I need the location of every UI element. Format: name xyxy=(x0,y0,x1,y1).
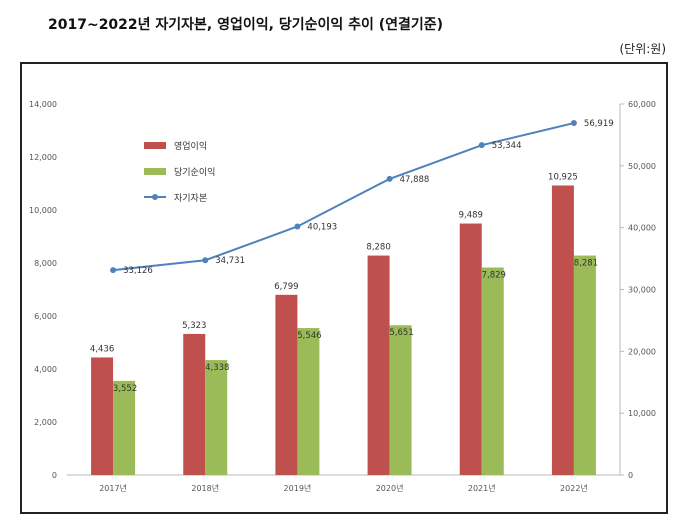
bar-operating-profit xyxy=(183,333,206,475)
right-tick-label: 0 xyxy=(628,471,633,480)
combo-chart: 0 2,000 4,000 6,000 8,000 10,000 12,000 14,000 0… xyxy=(29,100,656,493)
bar-net-income xyxy=(573,255,596,475)
x-tick-label: 2020년 xyxy=(376,483,404,493)
right-tick-label: 60,000 xyxy=(628,100,656,109)
point-equity xyxy=(110,267,117,274)
label-equity: 40,193 xyxy=(307,222,337,232)
bar-net-income xyxy=(297,328,320,475)
right-tick-label: 20,000 xyxy=(628,347,656,356)
x-tick-label: 2022년 xyxy=(560,483,588,493)
right-tick-label: 10,000 xyxy=(628,409,656,418)
label-operating-profit: 9,489 xyxy=(459,211,483,221)
page-title: 2017~2022년 자기자본, 영업이익, 당기순이익 추이 (연결기준) xyxy=(48,17,444,33)
left-tick-label: 8,000 xyxy=(34,259,57,268)
legend-swatch-net xyxy=(144,168,166,175)
left-tick-label: 12,000 xyxy=(29,153,57,162)
label-operating-profit: 8,280 xyxy=(366,243,390,253)
label-equity: 56,919 xyxy=(584,119,614,129)
left-tick-label: 4,000 xyxy=(34,365,57,374)
label-equity: 33,126 xyxy=(123,266,153,276)
label-equity: 53,344 xyxy=(492,141,522,151)
right-tick-label: 50,000 xyxy=(628,162,656,171)
label-net-income: 5,651 xyxy=(389,328,413,338)
bar-net-income xyxy=(481,267,504,475)
label-net-income: 3,552 xyxy=(113,384,137,394)
label-operating-profit: 10,925 xyxy=(548,172,578,182)
legend-label-net: 당기순이익 xyxy=(174,166,215,178)
line-equity xyxy=(112,122,575,272)
bar-operating-profit xyxy=(367,255,390,475)
label-equity: 47,888 xyxy=(400,175,430,185)
x-tick-label: 2017년 xyxy=(99,483,127,493)
left-tick-label: 6,000 xyxy=(34,312,57,321)
right-tick-label: 40,000 xyxy=(628,224,656,233)
x-tick-label: 2021년 xyxy=(468,483,496,493)
left-tick-label: 10,000 xyxy=(29,206,57,215)
bar-net-income xyxy=(389,325,412,475)
point-equity xyxy=(570,120,577,127)
label-operating-profit: 4,436 xyxy=(90,344,114,354)
label-net-income: 7,829 xyxy=(482,271,506,281)
x-tick-label: 2019년 xyxy=(284,483,312,493)
label-net-income: 8,281 xyxy=(574,259,598,269)
label-net-income: 4,338 xyxy=(205,363,229,373)
label-operating-profit: 6,799 xyxy=(274,282,298,292)
right-tick-label: 30,000 xyxy=(628,286,656,295)
label-operating-profit: 5,323 xyxy=(182,321,206,331)
chart-frame: 0 2,000 4,000 6,000 8,000 10,000 12,000 14,000 0… xyxy=(20,62,668,514)
point-equity xyxy=(386,175,393,182)
left-tick-label: 14,000 xyxy=(29,100,57,109)
legend-swatch-operating xyxy=(144,142,166,149)
bar-operating-profit xyxy=(275,294,298,475)
legend-swatch-equity-dot xyxy=(152,194,158,200)
x-tick-label: 2018년 xyxy=(191,483,219,493)
bar-net-income xyxy=(113,380,136,475)
point-equity xyxy=(202,257,209,264)
point-equity xyxy=(294,223,301,230)
unit-label: (단위:원) xyxy=(619,42,666,56)
left-tick-label: 0 xyxy=(52,471,57,480)
point-equity xyxy=(478,142,485,149)
left-tick-label: 2,000 xyxy=(34,418,57,427)
bar-net-income xyxy=(205,360,228,475)
bar-operating-profit xyxy=(551,185,574,476)
legend-label-operating: 영업이익 xyxy=(174,140,207,152)
bar-operating-profit xyxy=(91,357,114,475)
label-equity: 34,731 xyxy=(215,256,245,266)
label-net-income: 5,546 xyxy=(297,331,321,341)
legend-label-equity: 자기자본 xyxy=(174,193,207,204)
bar-operating-profit xyxy=(459,223,482,475)
